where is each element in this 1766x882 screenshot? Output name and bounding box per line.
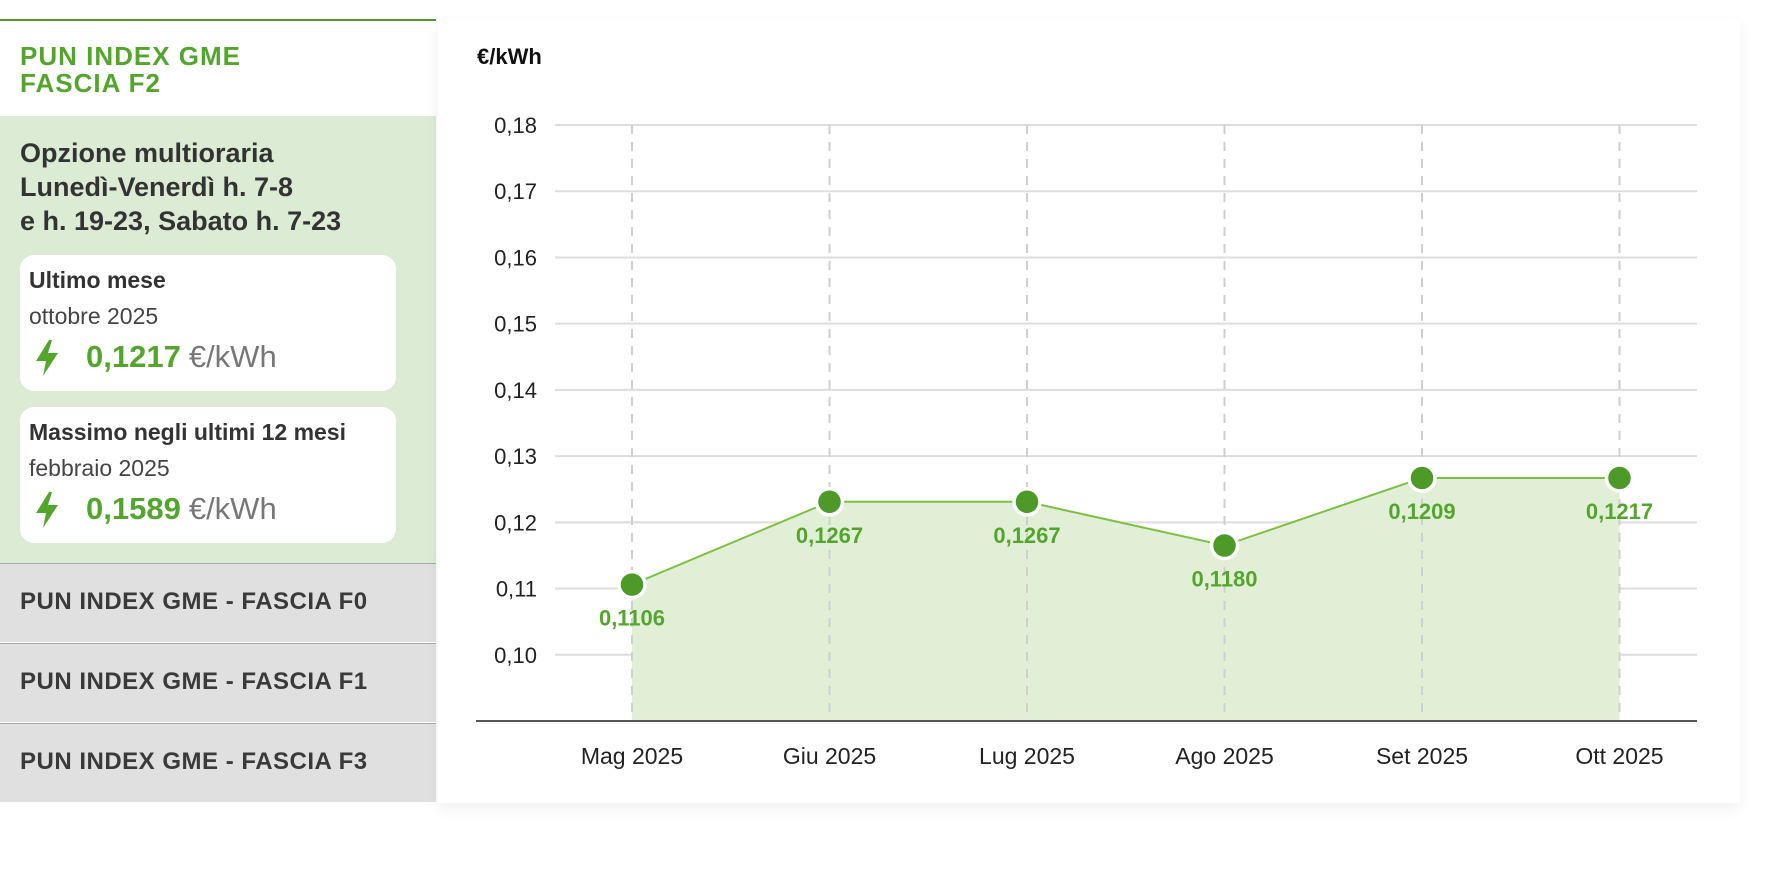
max-12-months-label: Massimo negli ultimi 12 mesi: [29, 419, 346, 445]
x-tick-label: Lug 2025: [979, 743, 1075, 769]
lightning-bolt-icon: [36, 340, 58, 376]
active-tab-title: PUN INDEX GME FASCIA F2: [20, 41, 242, 98]
y-tick-label: 0,16: [494, 245, 537, 270]
y-tick-label: 0,13: [494, 444, 537, 469]
active-tab-header[interactable]: PUN INDEX GME FASCIA F2: [0, 19, 436, 116]
max-12-months-unit: €/kWh: [188, 491, 277, 526]
series-area: [632, 477, 1620, 721]
y-tick-label: 0,15: [494, 312, 537, 337]
active-tab-panel: Opzione multioraria Lunedì-Venerdì h. 7-…: [0, 116, 436, 564]
data-label: 0,1267: [993, 523, 1060, 548]
tab-fascia-f1[interactable]: PUN INDEX GME - FASCIA F1: [0, 643, 436, 722]
series-line: [631, 476, 1620, 586]
max-12-months-card: Massimo negli ultimi 12 mesi febbraio 20…: [20, 407, 396, 543]
last-month-unit: €/kWh: [188, 339, 277, 374]
y-tick-label: 0,14: [494, 378, 537, 403]
data-point: [617, 569, 647, 600]
max-12-months-value: 0,1589: [86, 491, 181, 526]
tab-fascia-f0[interactable]: PUN INDEX GME - FASCIA F0: [0, 563, 436, 642]
y-tick-label: 0,11: [496, 577, 537, 602]
last-month-value: 0,1217: [86, 339, 181, 374]
x-tick-label: Ago 2025: [1175, 743, 1273, 769]
x-tick-label: Set 2025: [1376, 743, 1468, 769]
data-label: 0,1217: [1586, 499, 1653, 524]
last-month-card: Ultimo mese ottobre 2025 0,1217 €/kWh: [20, 255, 396, 391]
y-tick-label: 0,10: [494, 643, 537, 668]
y-tick-label: 0,12: [494, 510, 537, 535]
last-month-value-line: 0,1217 €/kWh: [86, 339, 277, 375]
max-12-months-value-line: 0,1589 €/kWh: [86, 491, 277, 527]
y-tick-label: 0,18: [494, 113, 537, 138]
data-label: 0,1209: [1388, 499, 1455, 524]
data-point: [1604, 463, 1635, 493]
last-month-period: ottobre 2025: [29, 303, 159, 329]
data-point: [1209, 530, 1240, 561]
tariff-description: Opzione multioraria Lunedì-Venerdì h. 7-…: [20, 138, 342, 236]
x-tick-label: Giu 2025: [783, 743, 876, 769]
x-tick-label: Mag 2025: [581, 743, 683, 769]
data-point: [1012, 487, 1042, 517]
tab-fascia-f3[interactable]: PUN INDEX GME - FASCIA F3: [0, 723, 436, 802]
tab-fascia-f1-label: PUN INDEX GME - FASCIA F1: [20, 668, 368, 695]
data-point: [1407, 463, 1437, 493]
data-label: 0,1180: [1191, 567, 1257, 592]
x-tick-label: Ott 2025: [1575, 743, 1663, 769]
tab-fascia-f3-label: PUN INDEX GME - FASCIA F3: [20, 748, 368, 775]
y-tick-label: 0,17: [494, 179, 537, 204]
data-label: 0,1106: [599, 606, 665, 631]
lightning-bolt-icon: [36, 492, 58, 528]
data-point: [814, 487, 845, 517]
tab-fascia-f0-label: PUN INDEX GME - FASCIA F0: [20, 588, 368, 615]
last-month-label: Ultimo mese: [29, 267, 166, 293]
data-label: 0,1267: [796, 523, 863, 548]
y-axis-unit-label: €/kWh: [477, 44, 542, 69]
max-12-months-period: febbraio 2025: [29, 455, 170, 481]
